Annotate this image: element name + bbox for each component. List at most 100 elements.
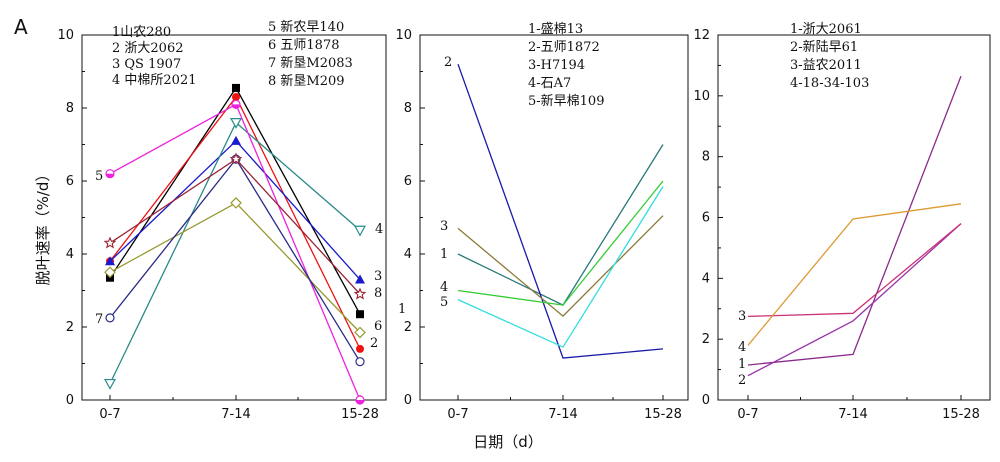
data-point-0 bbox=[105, 313, 115, 323]
y-tick-label: 12 bbox=[693, 28, 710, 43]
y-tick-label: 6 bbox=[66, 174, 74, 189]
legend-entry: 5 新农早140 bbox=[268, 19, 344, 35]
y-tick-label: 4 bbox=[404, 247, 412, 262]
data-point-2 bbox=[353, 287, 367, 300]
data-point-2 bbox=[353, 225, 367, 237]
data-point-1 bbox=[231, 135, 241, 145]
series-1-6: 6 bbox=[104, 197, 382, 339]
series-label: 2 bbox=[370, 336, 378, 351]
y-tick-label: 10 bbox=[693, 89, 710, 104]
y-tick-label: 6 bbox=[404, 174, 412, 189]
series-1-7: 7 bbox=[95, 154, 365, 367]
y-tick-label: 6 bbox=[702, 211, 710, 226]
series-label: 8 bbox=[374, 286, 382, 301]
x-tick-label: 7-14 bbox=[838, 407, 868, 422]
data-point-1 bbox=[231, 99, 241, 109]
series-label: 1 bbox=[738, 357, 746, 372]
series-label: 3 bbox=[374, 269, 382, 284]
y-tick-label: 8 bbox=[66, 101, 74, 116]
data-point-1 bbox=[229, 152, 243, 165]
x-tick-label: 15-28 bbox=[942, 407, 980, 422]
x-axis-title: 日期（d） bbox=[473, 433, 543, 451]
series-3-4: 4 bbox=[738, 203, 962, 355]
x-tick-label: 0-7 bbox=[447, 407, 468, 422]
y-tick-label: 4 bbox=[702, 271, 710, 286]
series-label: 4 bbox=[375, 222, 383, 237]
legend-entry: 7 新垦M2083 bbox=[268, 55, 353, 71]
x-tick-label: 7-14 bbox=[221, 407, 251, 422]
series-label: 4 bbox=[440, 280, 448, 295]
y-tick-label: 10 bbox=[395, 28, 412, 43]
data-point-1 bbox=[232, 83, 240, 92]
series-2-1: 1 bbox=[440, 144, 664, 306]
series-line bbox=[747, 203, 962, 346]
series-line bbox=[457, 63, 664, 359]
series-3-1: 1 bbox=[738, 75, 962, 372]
legend-entry: 3-H7194 bbox=[528, 58, 585, 73]
series-line bbox=[747, 75, 962, 366]
legend-entry: 4 中棉所2021 bbox=[112, 73, 197, 88]
x-tick-label: 0-7 bbox=[737, 407, 758, 422]
series-label: 2 bbox=[444, 55, 452, 70]
series-line bbox=[457, 215, 664, 317]
x-tick-label: 0-7 bbox=[99, 407, 120, 422]
series-line bbox=[457, 144, 664, 306]
y-tick-label: 0 bbox=[404, 393, 412, 408]
y-tick-label: 4 bbox=[66, 247, 74, 262]
series-label: 3 bbox=[440, 219, 448, 234]
series-3-2: 2 bbox=[738, 223, 962, 388]
legend-entry: 3-益农2011 bbox=[790, 58, 862, 73]
series-label: 3 bbox=[738, 309, 746, 324]
data-point-2 bbox=[355, 357, 365, 367]
y-tick-label: 8 bbox=[702, 150, 710, 165]
series-line bbox=[747, 223, 962, 377]
legend-entry: 4-18-34-103 bbox=[790, 76, 869, 91]
legend-entry: 2-新陆早61 bbox=[790, 39, 858, 55]
legend-entry: 4-石A7 bbox=[528, 76, 571, 91]
series-2-2: 2 bbox=[444, 55, 664, 359]
data-point-2 bbox=[355, 395, 365, 405]
data-point-2 bbox=[356, 310, 364, 319]
y-tick-label: 2 bbox=[702, 332, 710, 347]
legend-entry: 1-浙大2061 bbox=[790, 22, 862, 37]
series-label: 7 bbox=[95, 312, 103, 327]
data-point-1 bbox=[229, 117, 243, 129]
series-1-4: 4 bbox=[103, 117, 383, 390]
series-label: 1 bbox=[398, 302, 406, 317]
series-3-3: 3 bbox=[738, 223, 962, 324]
y-tick-label: 2 bbox=[404, 320, 412, 335]
series-label: 1 bbox=[440, 247, 448, 262]
legend-entry: 5-新早棉109 bbox=[528, 93, 604, 109]
data-point-2 bbox=[354, 326, 366, 339]
legend-entry: 8 新垦M209 bbox=[268, 73, 345, 89]
series-1-8: 8 bbox=[103, 152, 382, 301]
series-label: 6 bbox=[374, 319, 382, 334]
series-label: 2 bbox=[738, 373, 746, 388]
panel-letter: A bbox=[14, 15, 28, 39]
series-2-3: 3 bbox=[440, 215, 664, 317]
legend-entry: 6 五师1878 bbox=[268, 38, 340, 53]
data-point-1 bbox=[230, 197, 242, 209]
series-line bbox=[109, 157, 361, 363]
series-line bbox=[457, 186, 664, 348]
data-point-0 bbox=[105, 256, 115, 266]
data-point-1 bbox=[232, 93, 240, 102]
x-tick-label: 7-14 bbox=[548, 407, 578, 422]
y-axis-title: 脱叶速率（%/d） bbox=[34, 167, 52, 286]
legend: 1-浙大2061 2-新陆早61 3-益农2011 4-18-34-103 bbox=[790, 22, 869, 91]
series-1-5: 5 bbox=[95, 99, 365, 405]
y-tick-label: 8 bbox=[404, 101, 412, 116]
legend-entry: 1山农280 bbox=[112, 25, 171, 40]
legend: 1-盛棉13 2-五师1872 3-H7194 4-石A7 5-新早棉109 bbox=[528, 22, 604, 109]
data-point-0 bbox=[104, 266, 116, 279]
x-tick-label: 15-28 bbox=[644, 407, 682, 422]
series-2-5: 5 bbox=[440, 186, 664, 348]
y-tick-label: 10 bbox=[57, 28, 74, 43]
data-point-0 bbox=[105, 169, 115, 179]
